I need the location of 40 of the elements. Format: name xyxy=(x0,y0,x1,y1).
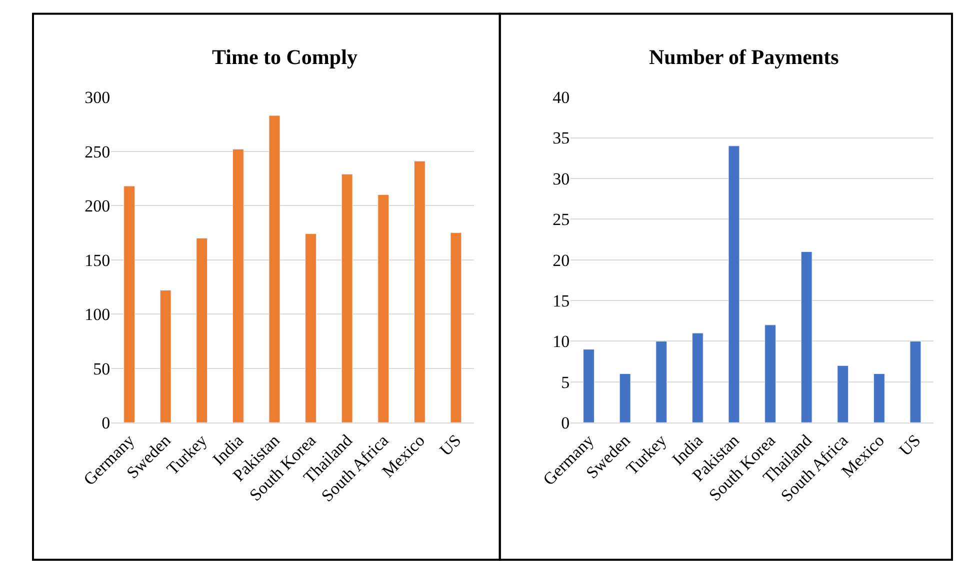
bar xyxy=(656,340,668,423)
y-tick-label: 30 xyxy=(552,169,570,188)
y-tick-label: 200 xyxy=(84,196,110,216)
bar xyxy=(450,232,462,423)
y-tick-label: 300 xyxy=(84,88,110,108)
y-tick-label: 0 xyxy=(561,414,570,433)
bar xyxy=(692,332,704,423)
y-tick-label: 50 xyxy=(93,359,110,378)
bar xyxy=(378,194,390,423)
chart-title: Time to Comply xyxy=(212,45,358,69)
y-tick-label: 150 xyxy=(84,250,110,270)
bar xyxy=(764,324,776,423)
bar xyxy=(910,340,922,423)
bar xyxy=(196,238,208,423)
y-tick-label: 15 xyxy=(552,291,570,310)
y-tick-label: 250 xyxy=(84,142,110,162)
y-tick-label: 25 xyxy=(552,210,570,230)
y-tick-label: 0 xyxy=(102,414,110,433)
y-tick-label: 5 xyxy=(561,372,570,392)
y-tick-label: 35 xyxy=(552,128,570,148)
bar xyxy=(414,160,426,423)
y-tick-label: 40 xyxy=(552,88,570,108)
bar xyxy=(728,146,740,423)
y-tick-label: 100 xyxy=(84,305,110,324)
bar xyxy=(583,349,594,423)
bar xyxy=(160,290,172,423)
bar xyxy=(268,115,280,423)
bar xyxy=(619,374,631,423)
bar xyxy=(873,374,885,423)
x-tick-label: US xyxy=(896,430,924,460)
bar xyxy=(837,365,849,423)
bar xyxy=(232,148,244,423)
bar xyxy=(305,234,316,423)
bar xyxy=(800,251,812,423)
bar xyxy=(124,186,135,423)
y-tick-label: 10 xyxy=(552,332,570,352)
chart-title: Number of Payments xyxy=(649,45,839,69)
x-tick-label: US xyxy=(436,430,465,460)
y-tick-label: 20 xyxy=(552,250,570,270)
bar xyxy=(341,174,353,423)
